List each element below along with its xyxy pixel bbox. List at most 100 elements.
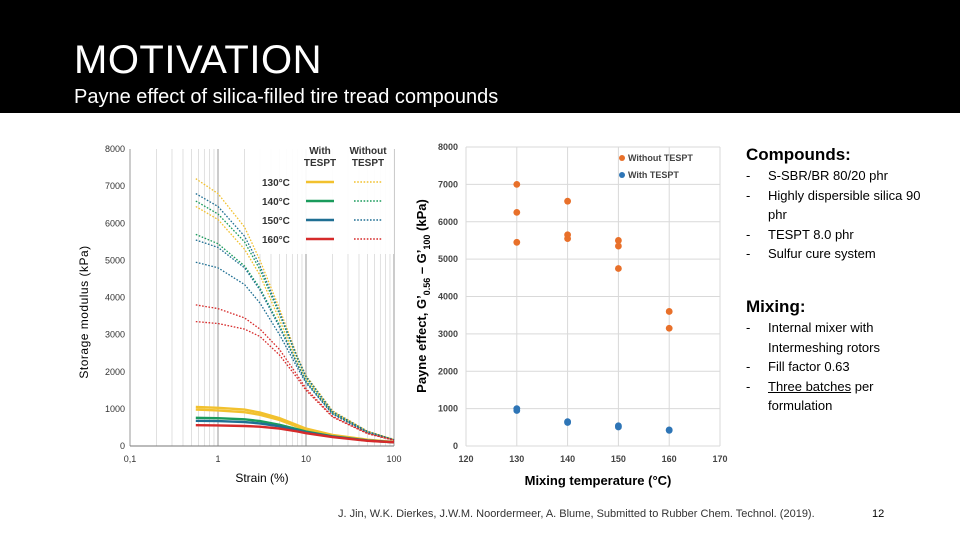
c2-legend-label: With TESPT: [628, 170, 679, 180]
c2-ylabel-pre: Payne effect, G’: [414, 295, 429, 393]
c2-x-tick-label: 160: [662, 454, 677, 464]
c1-legend-col-header-line: TESPT: [304, 158, 336, 169]
bullet-dash: -: [746, 359, 751, 374]
bullet-dash: -: [746, 168, 751, 183]
c2-x-tick-label: 130: [509, 454, 524, 464]
c1-y-tick-label: 2000: [105, 367, 125, 377]
c1-legend-bg: [258, 144, 394, 254]
c2-y-tick-label: 8000: [438, 142, 458, 152]
c2-point-without-tespt: [615, 265, 622, 272]
compounds-item: - Sulfur cure system: [746, 244, 936, 264]
bullet-dash: -: [746, 320, 751, 335]
c1-y-tick-label: 1000: [105, 404, 125, 414]
bullet-dash: -: [746, 378, 751, 394]
c2-x-tick-label: 120: [458, 454, 473, 464]
c2-legend-marker: [619, 172, 625, 178]
compounds-list: - S-SBR/BR 80/20 phr - Highly dispersible s…: [746, 166, 936, 264]
compounds-item-text: Highly dispersible silica 90 phr: [768, 187, 921, 223]
c2-data-points: [513, 180, 673, 434]
mixing-item-underlined: Three batches: [768, 378, 852, 394]
c1-legend-col-header: With TESPT: [304, 146, 336, 169]
c1-x-tick-label: 1: [215, 454, 220, 464]
c2-point-with-tespt: [665, 426, 673, 434]
citation: J. Jin, W.K. Dierkes, J.W.M. Noordermeer…: [338, 508, 815, 520]
c1-axes: 0 1000 2000 3000 4000 5000 6000 7000 8000 0,1 1 10 1…: [105, 144, 402, 464]
c1-y-tick-label: 6000: [105, 218, 125, 228]
mixing-item: - Fill factor 0.63: [746, 357, 936, 377]
c1-x-tick-label: 10: [301, 454, 311, 464]
c2-point-without-tespt: [665, 308, 673, 315]
c1-legend-col-header-line: TESPT: [352, 158, 384, 169]
bullet-dash: -: [746, 246, 751, 261]
c2-y-tick-label: 3000: [438, 329, 458, 339]
c2-ylabel-post: (kPa): [414, 199, 429, 234]
compounds-item: - Highly dispersible silica 90 phr: [746, 186, 936, 225]
c1-legend-row-label: 150°C: [262, 216, 290, 227]
c1-series-lines: [195, 178, 395, 444]
c2-y-tick-label: 1000: [438, 404, 458, 414]
payne-effect-chart: 0 1000 2000 3000 4000 5000 6000 7000 8000 120 130 1…: [414, 142, 728, 488]
c2-legend-marker: [619, 155, 625, 161]
compounds-item-text: TESPT 8.0 phr: [768, 226, 854, 242]
c2-y-tick-label: 0: [453, 441, 458, 451]
c1-legend-row-label: 160°C: [262, 235, 290, 246]
c2-legend: Without TESPT With TESPT: [619, 153, 693, 180]
bullet-dash: -: [746, 226, 751, 242]
mixing-item-rest: per formulation: [768, 378, 874, 414]
strain-sweep-chart: 0 1000 2000 3000 4000 5000 6000 7000 8000 0,1 1 10 1…: [77, 144, 402, 485]
compounds-item: - S-SBR/BR 80/20 phr: [746, 166, 936, 186]
mixing-item: - Internal mixer with Intermeshing rotors: [746, 318, 936, 357]
slide-title: MOTIVATION: [74, 38, 322, 82]
compounds-item: - TESPT 8.0 phr: [746, 225, 936, 245]
c2-point-without-tespt: [513, 209, 521, 216]
mixing-item-text: Internal mixer with Intermeshing rotors: [768, 320, 880, 355]
c1-y-tick-label: 3000: [105, 330, 125, 340]
slide-subtitle: Payne effect of silica-filled tire tread…: [74, 86, 499, 108]
c2-x-tick-label: 170: [712, 454, 727, 464]
c1-series-without-tespt-160c: [195, 320, 395, 442]
c1-x-axis-label: Strain (%): [235, 471, 288, 485]
c1-legend-col-header: Without TESPT: [349, 146, 387, 169]
c2-x-tick-label: 140: [560, 454, 575, 464]
c1-legend-col-header-line: With: [309, 146, 331, 157]
c2-point-without-tespt: [665, 324, 673, 332]
c1-y-tick-label: 8000: [105, 144, 125, 154]
c2-y-axis-label: Payne effect, G’0.56 – G’100 (kPa): [414, 199, 432, 393]
c1-legend-row-label: 140°C: [262, 197, 290, 208]
c1-x-tick-label: 100: [386, 454, 401, 464]
c2-y-tick-label: 6000: [438, 217, 458, 227]
c2-point-with-tespt: [564, 419, 571, 426]
compounds-heading: Compounds:: [746, 145, 851, 164]
c2-point-without-tespt: [615, 237, 622, 244]
c1-series-without-tespt-150c: [195, 261, 395, 441]
c2-y-tick-label: 7000: [438, 179, 458, 189]
mixing-heading: Mixing:: [746, 297, 806, 316]
c2-x-tick-label: 150: [611, 454, 626, 464]
c2-y-tick-label: 2000: [438, 366, 458, 376]
compounds-item-text: Sulfur cure system: [768, 246, 876, 261]
c2-point-without-tespt: [513, 238, 521, 246]
c1-y-axis-label: Storage modulus (kPa): [77, 245, 91, 378]
mixing-list: - Internal mixer with Intermeshing rotors…: [746, 318, 936, 416]
c1-series-without-tespt-160c: [195, 304, 395, 441]
c1-y-tick-label: 5000: [105, 255, 125, 265]
c2-point-with-tespt: [513, 407, 521, 414]
c1-y-tick-label: 0: [120, 441, 125, 451]
c2-point-without-tespt: [615, 242, 622, 250]
compounds-item-text: S-SBR/BR 80/20 phr: [768, 168, 888, 183]
c2-legend-label: Without TESPT: [628, 153, 693, 163]
c2-point-with-tespt: [615, 423, 622, 431]
c1-legend-col-header-line: Without: [349, 146, 387, 157]
c1-series-with-tespt-160c: [195, 424, 395, 444]
c2-axes: 0 1000 2000 3000 4000 5000 6000 7000 8000 120 130 1…: [438, 142, 728, 464]
mixing-item: - Three batches per formulation: [746, 377, 936, 416]
c1-x-tick-label: 0,1: [124, 454, 137, 464]
c2-point-without-tespt: [564, 197, 571, 205]
c2-ylabel-sub2: 100: [422, 235, 432, 250]
c1-y-tick-label: 7000: [105, 181, 125, 191]
mixing-item-text: Fill factor 0.63: [768, 359, 850, 374]
c2-y-tick-label: 5000: [438, 254, 458, 264]
c2-ylabel-mid: – G’: [414, 250, 429, 278]
c2-y-tick-label: 4000: [438, 292, 458, 302]
